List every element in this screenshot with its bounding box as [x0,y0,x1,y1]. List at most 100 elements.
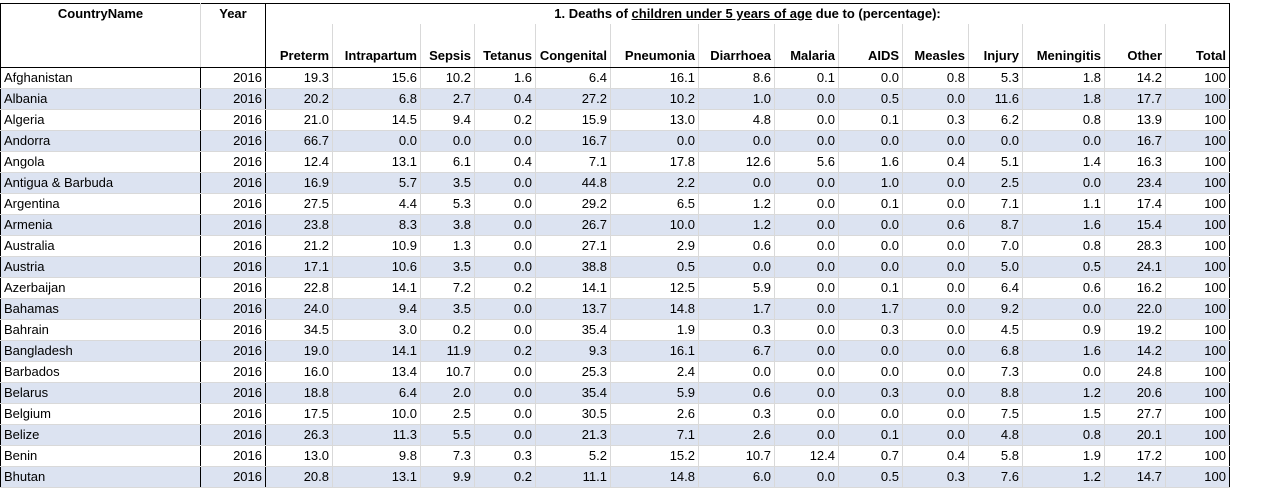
cell-measles[interactable]: 0.0 [902,130,969,152]
cell-malaria[interactable]: 5.6 [774,151,839,173]
cell-congenital[interactable]: 35.4 [535,319,611,341]
cell-malaria[interactable]: 0.0 [774,235,839,257]
cell-year[interactable]: 2016 [200,88,266,110]
cell-malaria[interactable]: 0.0 [774,256,839,278]
cell-sepsis[interactable]: 10.7 [420,361,475,383]
cell-pneumonia[interactable]: 12.5 [610,277,699,299]
cell-aids[interactable]: 0.1 [838,193,903,215]
cell-tetanus[interactable]: 0.0 [474,193,536,215]
cell-total[interactable]: 100 [1165,340,1230,362]
cell-congenital[interactable]: 26.7 [535,214,611,236]
cell-year[interactable]: 2016 [200,256,266,278]
cell-country[interactable]: Barbados [0,361,201,383]
cell-injury[interactable]: 5.1 [968,151,1023,173]
cell-meningitis[interactable]: 1.8 [1022,88,1105,110]
cell-aids[interactable]: 0.0 [838,361,903,383]
cell-country[interactable]: Albania [0,88,201,110]
cell-diarrhoea[interactable]: 2.6 [698,424,775,446]
cell-preterm[interactable]: 21.2 [265,235,333,257]
cell-total[interactable]: 100 [1165,403,1230,425]
cell-aids[interactable]: 0.0 [838,256,903,278]
cell-preterm[interactable]: 17.5 [265,403,333,425]
cell-pneumonia[interactable]: 13.0 [610,109,699,131]
header-aids[interactable]: AIDS [838,24,903,68]
cell-pneumonia[interactable]: 10.0 [610,214,699,236]
cell-malaria[interactable]: 0.0 [774,172,839,194]
cell-aids[interactable]: 0.3 [838,319,903,341]
cell-pneumonia[interactable]: 15.2 [610,445,699,467]
cell-measles[interactable]: 0.0 [902,235,969,257]
cell-other[interactable]: 17.7 [1104,88,1166,110]
cell-pneumonia[interactable]: 17.8 [610,151,699,173]
cell-congenital[interactable]: 38.8 [535,256,611,278]
cell-year[interactable]: 2016 [200,445,266,467]
cell-sepsis[interactable]: 7.2 [420,277,475,299]
cell-tetanus[interactable]: 0.0 [474,382,536,404]
cell-year[interactable]: 2016 [200,277,266,299]
cell-other[interactable]: 28.3 [1104,235,1166,257]
cell-aids[interactable]: 0.5 [838,466,903,488]
cell-malaria[interactable]: 0.0 [774,382,839,404]
cell-country[interactable]: Austria [0,256,201,278]
cell-total[interactable]: 100 [1165,277,1230,299]
cell-measles[interactable]: 0.0 [902,361,969,383]
cell-year[interactable]: 2016 [200,214,266,236]
cell-meningitis[interactable]: 0.8 [1022,424,1105,446]
cell-congenital[interactable]: 5.2 [535,445,611,467]
cell-aids[interactable]: 0.0 [838,214,903,236]
header-country[interactable]: CountryName [0,3,201,24]
cell-intrapartum[interactable]: 13.1 [332,466,421,488]
cell-sepsis[interactable]: 2.7 [420,88,475,110]
cell-year[interactable]: 2016 [200,130,266,152]
cell-injury[interactable]: 8.7 [968,214,1023,236]
cell-intrapartum[interactable]: 0.0 [332,130,421,152]
cell-tetanus[interactable]: 0.2 [474,277,536,299]
header-meningitis[interactable]: Meningitis [1022,24,1105,68]
cell-meningitis[interactable]: 1.8 [1022,67,1105,89]
cell-meningitis[interactable]: 1.6 [1022,340,1105,362]
header-pneumonia[interactable]: Pneumonia [610,24,699,68]
cell-other[interactable]: 14.2 [1104,67,1166,89]
cell-meningitis[interactable]: 0.0 [1022,298,1105,320]
cell-intrapartum[interactable]: 9.4 [332,298,421,320]
cell-measles[interactable]: 0.0 [902,319,969,341]
cell-country[interactable]: Bahamas [0,298,201,320]
cell-country[interactable]: Azerbaijan [0,277,201,299]
cell-preterm[interactable]: 26.3 [265,424,333,446]
cell-aids[interactable]: 0.5 [838,88,903,110]
cell-intrapartum[interactable]: 10.6 [332,256,421,278]
cell-other[interactable]: 16.2 [1104,277,1166,299]
cell-aids[interactable]: 0.7 [838,445,903,467]
cell-preterm[interactable]: 66.7 [265,130,333,152]
cell-aids[interactable]: 1.6 [838,151,903,173]
cell-injury[interactable]: 2.5 [968,172,1023,194]
cell-measles[interactable]: 0.6 [902,214,969,236]
cell-pneumonia[interactable]: 16.1 [610,340,699,362]
cell-meningitis[interactable]: 0.0 [1022,361,1105,383]
cell-year[interactable]: 2016 [200,424,266,446]
cell-preterm[interactable]: 22.8 [265,277,333,299]
cell-year[interactable]: 2016 [200,403,266,425]
cell-malaria[interactable]: 0.0 [774,466,839,488]
cell-pneumonia[interactable]: 16.1 [610,67,699,89]
cell-country[interactable]: Bangladesh [0,340,201,362]
cell-total[interactable]: 100 [1165,214,1230,236]
cell-total[interactable]: 100 [1165,88,1230,110]
cell-preterm[interactable]: 20.8 [265,466,333,488]
cell-measles[interactable]: 0.4 [902,151,969,173]
cell-other[interactable]: 23.4 [1104,172,1166,194]
cell-measles[interactable]: 0.4 [902,445,969,467]
cell-meningitis[interactable]: 1.5 [1022,403,1105,425]
cell-meningitis[interactable]: 1.1 [1022,193,1105,215]
cell-intrapartum[interactable]: 13.1 [332,151,421,173]
cell-diarrhoea[interactable]: 0.0 [698,130,775,152]
cell-meningitis[interactable]: 0.0 [1022,172,1105,194]
header-measles[interactable]: Measles [902,24,969,68]
cell-total[interactable]: 100 [1165,445,1230,467]
cell-diarrhoea[interactable]: 1.0 [698,88,775,110]
cell-total[interactable]: 100 [1165,424,1230,446]
cell-intrapartum[interactable]: 6.4 [332,382,421,404]
cell-intrapartum[interactable]: 11.3 [332,424,421,446]
cell-congenital[interactable]: 6.4 [535,67,611,89]
cell-malaria[interactable]: 0.0 [774,109,839,131]
